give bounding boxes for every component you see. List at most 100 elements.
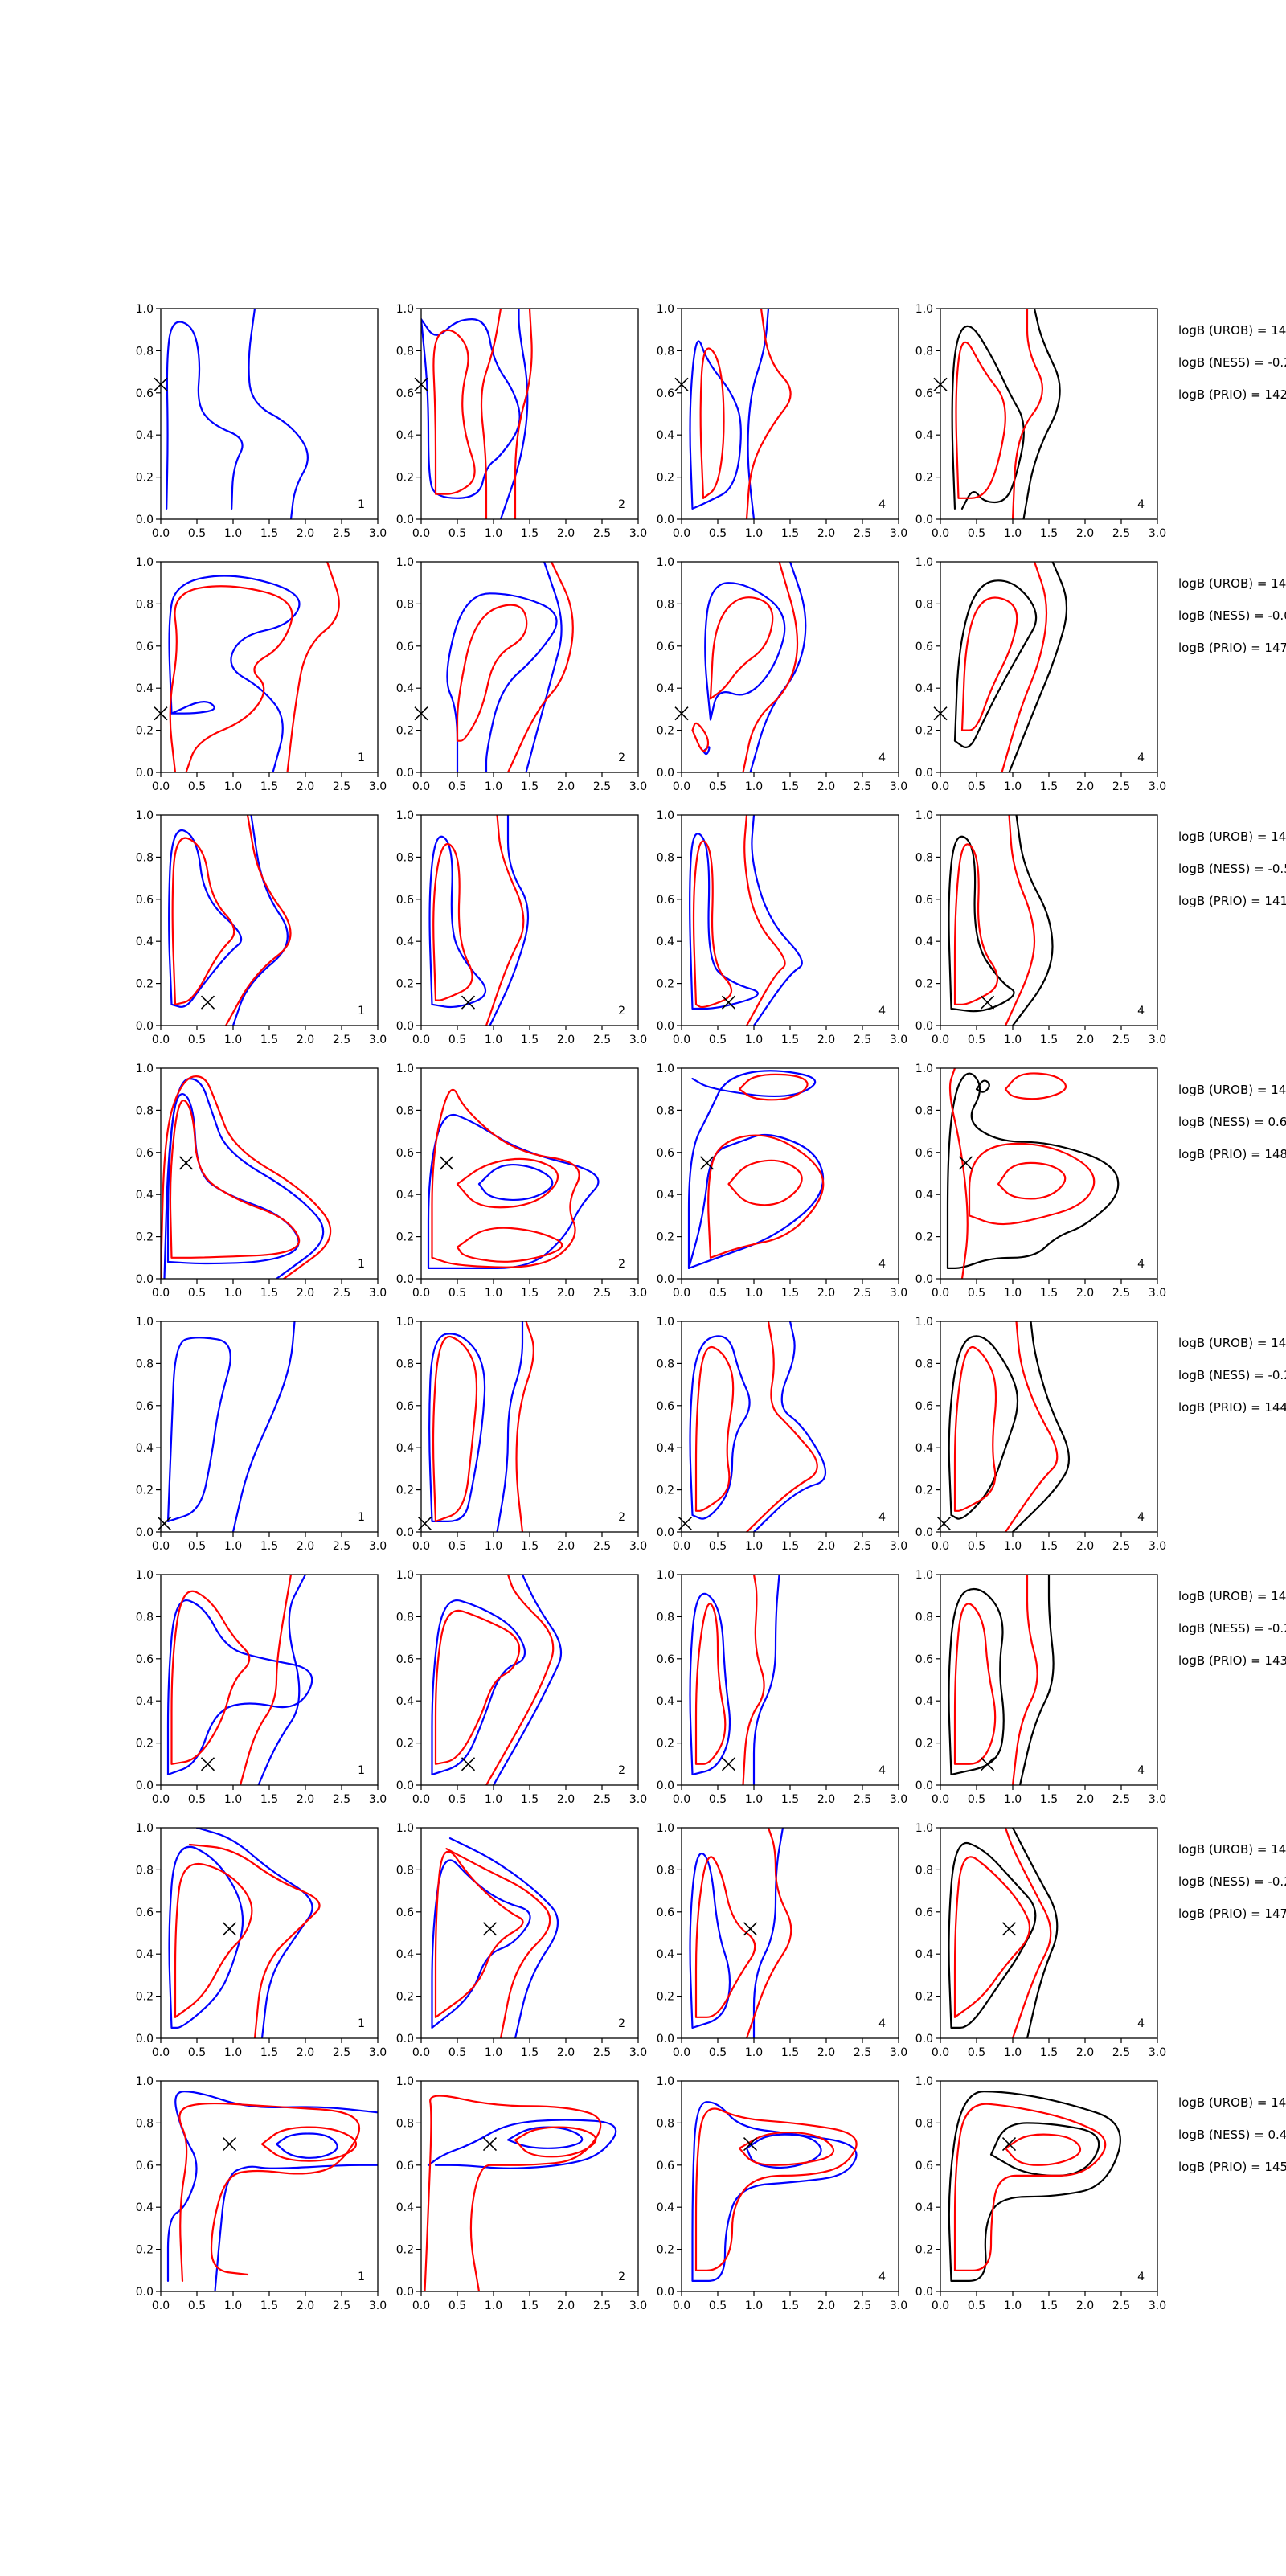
y-tick-label: 1.0 — [136, 2075, 154, 2088]
y-tick-label: 0.4 — [915, 1442, 933, 1455]
optimum-marker — [743, 2137, 758, 2152]
axes-frame — [681, 1574, 899, 1786]
contour-panel: 0.0 0.5 1.0 1.5 2.0 2.5 3.0 0.0 0.2 0.4 0.6 0.8 1.0 4 — [657, 2075, 907, 2312]
x-tick-label: 2.5 — [593, 2300, 611, 2312]
y-tick-label: 0.0 — [136, 2033, 154, 2046]
contour-line-blue — [489, 815, 530, 1026]
x-tick-label: 2.0 — [817, 2300, 835, 2312]
contour-line-black — [948, 1335, 1019, 1520]
x-tick-label: 2.5 — [593, 527, 611, 540]
contour-panel: 0.0 0.5 1.0 1.5 2.0 2.5 3.0 0.0 0.2 0.4 0.6 0.8 1.0 4 — [915, 556, 1166, 793]
contour-lines — [948, 1575, 1055, 1785]
x-tick-label: 1.5 — [260, 1793, 278, 1806]
y-tick-label: 0.8 — [136, 851, 154, 864]
contour-line-red — [224, 815, 292, 1026]
x-tick-label: 0.0 — [932, 1793, 949, 1806]
y-tick-label: 0.2 — [136, 725, 154, 738]
contour-line-red — [174, 1862, 253, 2018]
x-tick-label: 0.5 — [968, 1540, 985, 1553]
x-tick-label: 2.0 — [1076, 780, 1094, 793]
y-tick-label: 0.8 — [396, 345, 414, 358]
x-tick-label: 1.0 — [485, 1034, 502, 1046]
figure-row: 0.0 0.5 1.0 1.5 2.0 2.5 3.0 0.0 0.2 0.4 0.6 0.8 1.0 1… — [136, 1822, 1286, 2059]
x-tick-label: 3.0 — [369, 1540, 387, 1553]
contour-line-blue — [477, 1163, 554, 1202]
contour-line-blue — [168, 1845, 244, 2029]
y-tick-label: 0.2 — [915, 1738, 933, 1751]
y-tick-label: 0.8 — [915, 598, 933, 611]
contour-panel: 0.0 0.5 1.0 1.5 2.0 2.5 3.0 0.0 0.2 0.4 0.6 0.8 1.0 2 — [396, 1569, 647, 1806]
y-tick-label: 0.0 — [136, 1779, 154, 1792]
y-tick-label: 0.8 — [136, 1611, 154, 1624]
axes-frame — [681, 814, 899, 1026]
y-tick-label: 0.4 — [136, 1189, 154, 1202]
y-tick-label: 0.6 — [915, 1906, 933, 1919]
y-tick-label: 0.8 — [136, 598, 154, 611]
x-tick-label: 3.0 — [890, 1034, 907, 1046]
contour-line-blue — [428, 1333, 486, 1522]
x-tick-label: 1.5 — [1040, 2300, 1058, 2312]
optimum-marker — [482, 2137, 498, 2152]
y-tick-label: 0.8 — [396, 1864, 414, 1877]
x-tick-label: 3.0 — [629, 2300, 647, 2312]
logb-annotation: logB (PRIO) = 1433 — [1178, 1653, 1286, 1668]
x-tick-label: 2.0 — [297, 2300, 314, 2312]
contour-lines — [431, 1837, 559, 2038]
contour-line-blue — [689, 340, 742, 510]
panel-number-label: 2 — [618, 1005, 625, 1018]
y-tick-label: 0.6 — [396, 1147, 414, 1160]
contour-panel: 0.0 0.5 1.0 1.5 2.0 2.5 3.0 0.0 0.2 0.4 0.6 0.8 1.0 2 — [396, 1316, 647, 1553]
contour-line-red — [286, 562, 340, 772]
x-tick-label: 0.5 — [709, 2300, 727, 2312]
contour-line-red — [745, 309, 792, 519]
contour-line-blue — [689, 1335, 751, 1520]
axes-frame — [160, 1321, 379, 1533]
panel-number-label: 1 — [358, 1258, 365, 1271]
contour-line-black — [951, 325, 1025, 510]
contour-line-red — [1004, 2133, 1082, 2166]
contour-panel: 0.0 0.5 1.0 1.5 2.0 2.5 3.0 0.0 0.2 0.4 0.6 0.8 1.0 1 — [136, 1569, 387, 1806]
y-tick-label: 0.2 — [396, 1231, 414, 1244]
x-tick-label: 2.0 — [557, 1793, 575, 1806]
x-tick-label: 0.5 — [188, 1034, 206, 1046]
y-tick-label: 0.4 — [657, 682, 674, 695]
x-tick-label: 2.0 — [1076, 1287, 1094, 1300]
contour-line-red — [948, 1068, 969, 1279]
contour-lines — [951, 309, 1061, 519]
contour-line-blue — [431, 1599, 526, 1775]
y-tick-label: 0.2 — [396, 1991, 414, 2004]
x-tick-label: 1.0 — [745, 1287, 763, 1300]
contour-line-red — [432, 329, 476, 495]
y-tick-label: 0.0 — [915, 1020, 933, 1033]
y-tick-label: 1.0 — [915, 1822, 933, 1835]
contour-lines — [168, 815, 292, 1026]
y-tick-label: 0.0 — [657, 1020, 674, 1033]
y-tick-label: 0.4 — [396, 936, 414, 948]
y-tick-label: 1.0 — [915, 1063, 933, 1075]
y-tick-label: 0.8 — [915, 1358, 933, 1370]
x-tick-label: 0.0 — [412, 1034, 430, 1046]
y-tick-label: 0.8 — [396, 1358, 414, 1370]
x-tick-label: 1.5 — [781, 527, 799, 540]
x-tick-label: 2.0 — [297, 1540, 314, 1553]
x-tick-label: 3.0 — [890, 1287, 907, 1300]
x-tick-label: 3.0 — [890, 1793, 907, 1806]
contour-lines — [948, 1321, 1071, 1532]
y-tick-label: 1.0 — [657, 556, 674, 569]
logb-annotation: logB (PRIO) = 1449 — [1178, 1400, 1286, 1415]
contour-panel: 0.0 0.5 1.0 1.5 2.0 2.5 3.0 0.0 0.2 0.4 0.6 0.8 1.0 2 — [396, 556, 647, 793]
x-tick-label: 3.0 — [369, 1034, 387, 1046]
contour-line-red — [260, 2126, 358, 2162]
y-tick-label: 0.4 — [396, 1189, 414, 1202]
x-tick-label: 0.0 — [152, 1540, 170, 1553]
x-tick-label: 2.5 — [333, 2046, 350, 2059]
x-tick-label: 2.0 — [817, 1034, 835, 1046]
contour-line-blue — [496, 1321, 524, 1532]
contour-panel: 0.0 0.5 1.0 1.5 2.0 2.5 3.0 0.0 0.2 0.4 0.6 0.8 1.0 1 — [136, 1063, 387, 1300]
contour-lines — [166, 1575, 313, 1785]
x-tick-label: 1.5 — [521, 1540, 539, 1553]
x-tick-label: 2.0 — [557, 2300, 575, 2312]
contour-line-red — [239, 1575, 293, 1785]
y-tick-label: 0.0 — [657, 514, 674, 526]
y-tick-label: 0.6 — [657, 1653, 674, 1666]
